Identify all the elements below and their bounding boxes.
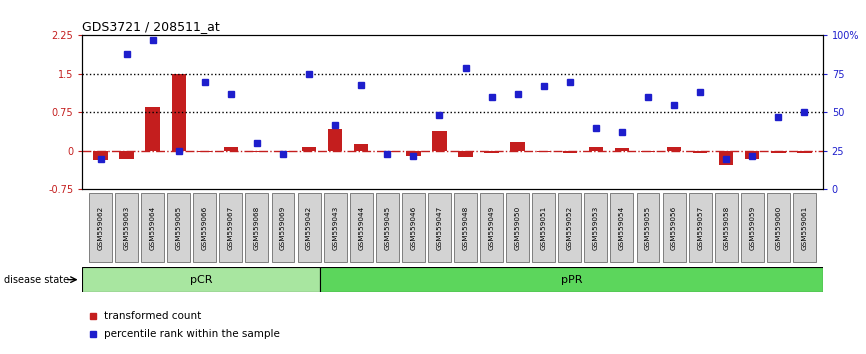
Bar [458, 151, 473, 157]
Bar [223, 147, 238, 151]
FancyBboxPatch shape [324, 193, 346, 262]
Bar [197, 151, 212, 152]
Bar [328, 129, 342, 151]
FancyBboxPatch shape [141, 193, 165, 262]
Bar [719, 151, 734, 165]
Text: transformed count: transformed count [105, 310, 202, 321]
Text: GSM559058: GSM559058 [723, 205, 729, 250]
Text: GSM559048: GSM559048 [462, 205, 469, 250]
Text: GSM559059: GSM559059 [749, 205, 755, 250]
FancyBboxPatch shape [376, 193, 398, 262]
Bar [145, 107, 160, 151]
Bar [772, 151, 785, 153]
Text: pPR: pPR [560, 275, 582, 285]
Text: GSM559044: GSM559044 [359, 205, 365, 250]
FancyBboxPatch shape [559, 193, 581, 262]
Text: GSM559060: GSM559060 [775, 205, 781, 250]
Text: GSM559068: GSM559068 [254, 205, 260, 250]
Text: GSM559057: GSM559057 [697, 205, 703, 250]
Text: GSM559063: GSM559063 [124, 205, 130, 250]
Text: GSM559047: GSM559047 [436, 205, 443, 250]
Bar [589, 147, 603, 151]
FancyBboxPatch shape [480, 193, 503, 262]
FancyBboxPatch shape [350, 193, 372, 262]
Bar [380, 151, 395, 152]
Text: GSM559051: GSM559051 [540, 205, 546, 250]
Text: GSM559052: GSM559052 [567, 205, 572, 250]
FancyBboxPatch shape [245, 193, 268, 262]
FancyBboxPatch shape [167, 193, 191, 262]
FancyBboxPatch shape [714, 193, 738, 262]
Bar [276, 151, 290, 152]
Text: GSM559065: GSM559065 [176, 205, 182, 250]
Text: GSM559055: GSM559055 [645, 205, 651, 250]
FancyBboxPatch shape [454, 193, 477, 262]
FancyBboxPatch shape [89, 193, 112, 262]
Text: GSM559046: GSM559046 [410, 205, 417, 250]
FancyBboxPatch shape [662, 193, 686, 262]
Text: GSM559069: GSM559069 [280, 205, 286, 250]
Text: GSM559067: GSM559067 [228, 205, 234, 250]
Text: GSM559056: GSM559056 [671, 205, 677, 250]
Bar [693, 151, 708, 153]
FancyBboxPatch shape [272, 193, 294, 262]
FancyBboxPatch shape [585, 193, 607, 262]
Bar [510, 142, 525, 151]
FancyBboxPatch shape [402, 193, 425, 262]
Bar [484, 151, 499, 153]
FancyBboxPatch shape [533, 193, 555, 262]
Text: GSM559045: GSM559045 [385, 205, 391, 250]
Text: pCR: pCR [190, 275, 212, 285]
FancyBboxPatch shape [611, 193, 633, 262]
Bar [302, 147, 316, 151]
Text: GSM559062: GSM559062 [98, 205, 104, 250]
Bar [537, 151, 551, 153]
FancyBboxPatch shape [298, 193, 320, 262]
FancyBboxPatch shape [193, 193, 216, 262]
FancyBboxPatch shape [115, 193, 138, 262]
FancyBboxPatch shape [637, 193, 660, 262]
FancyBboxPatch shape [793, 193, 816, 262]
Text: GSM559050: GSM559050 [514, 205, 520, 250]
Text: GSM559042: GSM559042 [306, 205, 312, 250]
Bar [94, 151, 107, 160]
Bar [615, 148, 629, 151]
FancyBboxPatch shape [507, 193, 529, 262]
Bar [745, 151, 759, 159]
Text: disease state: disease state [4, 275, 69, 285]
Bar [641, 151, 656, 153]
Bar [563, 151, 577, 153]
Text: GSM559066: GSM559066 [202, 205, 208, 250]
Bar [82, 267, 320, 292]
Bar [171, 74, 186, 151]
FancyBboxPatch shape [767, 193, 790, 262]
Text: GSM559053: GSM559053 [593, 205, 599, 250]
Bar [406, 151, 421, 156]
Text: percentile rank within the sample: percentile rank within the sample [105, 329, 281, 339]
Bar [432, 131, 447, 151]
Bar [667, 147, 682, 151]
Text: GSM559064: GSM559064 [150, 205, 156, 250]
Text: GSM559054: GSM559054 [619, 205, 625, 250]
FancyBboxPatch shape [219, 193, 242, 262]
Text: GSM559061: GSM559061 [801, 205, 807, 250]
Bar [249, 151, 264, 153]
Bar [320, 267, 823, 292]
Bar [120, 151, 133, 159]
FancyBboxPatch shape [688, 193, 712, 262]
FancyBboxPatch shape [740, 193, 764, 262]
Text: GSM559049: GSM559049 [488, 205, 494, 250]
Bar [354, 144, 368, 151]
Bar [798, 151, 811, 153]
Text: GDS3721 / 208511_at: GDS3721 / 208511_at [82, 20, 220, 33]
FancyBboxPatch shape [428, 193, 451, 262]
Text: GSM559043: GSM559043 [333, 205, 338, 250]
